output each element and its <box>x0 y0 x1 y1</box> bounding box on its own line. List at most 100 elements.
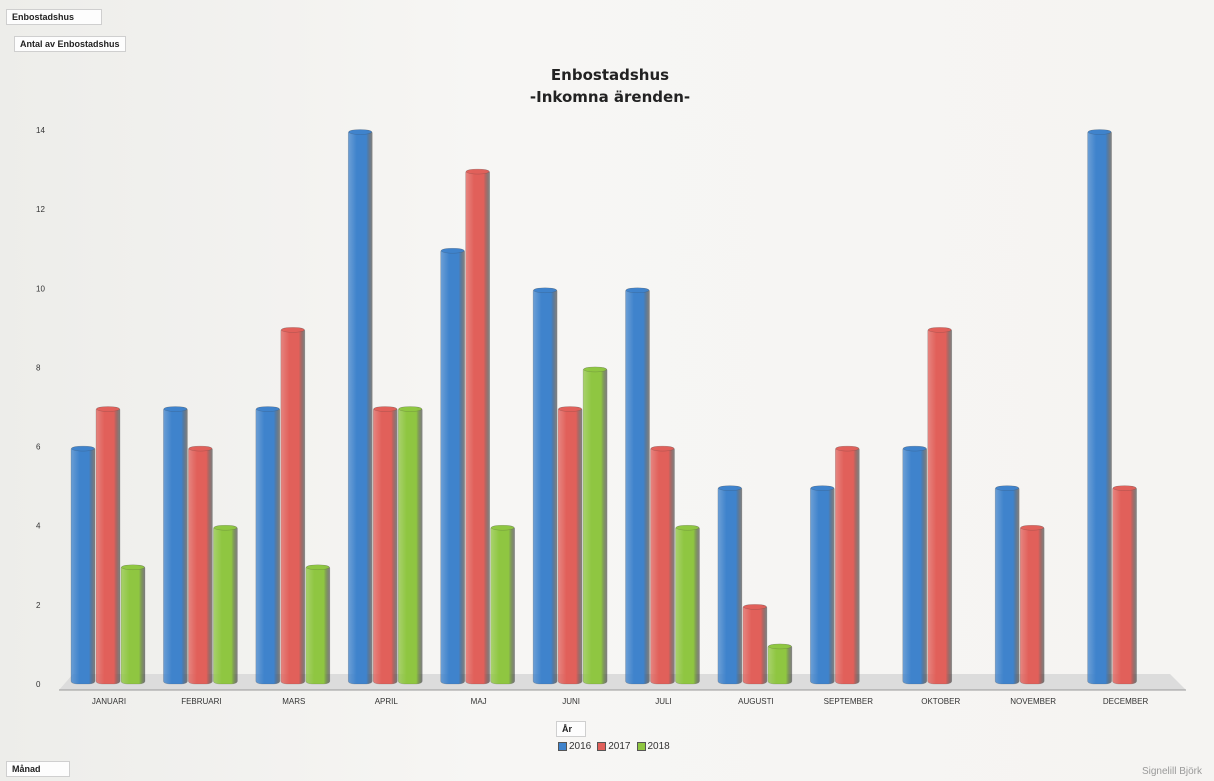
bar-cap-2016-juli <box>625 287 650 294</box>
bar-cap-2016-april <box>348 129 372 135</box>
bar-cap-2016-augusti <box>718 485 742 491</box>
bar-2016-mars[interactable] <box>255 406 281 685</box>
bar-cap-2016-mars <box>256 406 280 412</box>
bar-2017-juni[interactable] <box>557 406 583 685</box>
bar-2017-maj[interactable] <box>465 169 490 685</box>
bar-2018-juni[interactable] <box>582 367 608 685</box>
y-tick-label: 0 <box>36 680 41 689</box>
bar-2016-juli[interactable] <box>625 287 650 685</box>
axis-field-button[interactable]: Månad <box>6 761 70 777</box>
bar-2018-maj[interactable] <box>490 525 515 685</box>
category-label-juni: JUNI <box>562 697 580 706</box>
bar-cap-2016-januari <box>71 445 95 452</box>
bar-2017-januari[interactable] <box>95 406 121 685</box>
bar-2017-mars[interactable] <box>280 327 306 685</box>
bar-cap-2017-december <box>1112 485 1137 491</box>
bar-2016-januari[interactable] <box>70 446 96 685</box>
legend-item-2017[interactable]: 2017 <box>597 741 631 752</box>
category-label-september: SEPTEMBER <box>824 697 874 706</box>
bar-2017-april[interactable] <box>372 406 398 685</box>
bar-2018-februari[interactable] <box>213 525 238 685</box>
author-signature: Signelill Björk <box>1141 766 1202 777</box>
bar-2017-december[interactable] <box>1112 485 1137 685</box>
legend-swatch-2017 <box>597 742 607 751</box>
bar-2016-oktober[interactable] <box>902 446 928 685</box>
legend-label-2018: 2018 <box>647 741 670 752</box>
bar-2016-maj[interactable] <box>440 248 465 685</box>
category-label-augusti: AUGUSTI <box>738 697 774 706</box>
bar-cap-2017-mars <box>281 327 305 333</box>
bar-cap-2018-juni <box>583 366 607 373</box>
category-label-december: DECEMBER <box>1103 697 1149 706</box>
bar-2017-augusti[interactable] <box>742 604 768 685</box>
bar-cap-2017-maj <box>465 168 490 175</box>
bar-2018-augusti[interactable] <box>767 644 793 685</box>
bar-cap-2016-september <box>810 485 835 491</box>
y-tick-label: 8 <box>36 363 41 372</box>
bar-2018-juli[interactable] <box>675 525 700 685</box>
chart-subtitle: -Inkomna ärenden- <box>529 88 691 106</box>
category-label-juli: JULI <box>655 697 671 706</box>
y-tick-label: 2 <box>36 601 41 610</box>
category-label-november: NOVEMBER <box>1010 697 1056 706</box>
bar-2017-november[interactable] <box>1019 525 1045 685</box>
bar-2017-oktober[interactable] <box>927 327 953 685</box>
chart-title: Enbostadshus <box>550 66 670 84</box>
legend-label-2016: 2016 <box>569 741 592 752</box>
bar-2016-april[interactable] <box>347 129 373 685</box>
category-label-april: APRIL <box>375 697 399 706</box>
y-tick-label: 14 <box>36 126 45 135</box>
bar-cap-2018-januari <box>121 564 145 571</box>
bar-cap-2017-november <box>1020 524 1044 531</box>
bar-2016-februari[interactable] <box>163 406 188 685</box>
bar-cap-2018-mars <box>306 564 330 571</box>
y-tick-label: 10 <box>36 284 45 293</box>
bar-2018-mars[interactable] <box>305 564 331 685</box>
bar-2016-augusti[interactable] <box>717 485 743 685</box>
bar-cap-2017-februari <box>188 445 213 452</box>
bar-2018-januari[interactable] <box>120 564 146 685</box>
category-label-oktober: OKTOBER <box>921 697 960 706</box>
bar-cap-2017-oktober <box>928 327 952 333</box>
bar-2018-april[interactable] <box>397 406 423 685</box>
bar-cap-2016-oktober <box>903 445 927 452</box>
bar-2017-juli[interactable] <box>650 446 675 685</box>
bar-2016-juni[interactable] <box>532 287 558 685</box>
bar-cap-2016-juni <box>533 287 557 294</box>
values-field-button[interactable]: Antal av Enbostadshus <box>14 36 126 52</box>
bar-cap-2017-september <box>835 445 860 452</box>
legend: 2016 2017 2018 <box>558 741 670 752</box>
bar-cap-2017-januari <box>96 406 120 412</box>
bar-cap-2017-juni <box>558 406 582 412</box>
category-label-mars: MARS <box>282 697 305 706</box>
category-label-maj: MAJ <box>471 697 487 706</box>
legend-item-2018[interactable]: 2018 <box>636 741 670 752</box>
legend-item-2016[interactable]: 2016 <box>558 741 591 752</box>
bar-cap-2017-juli <box>650 445 675 452</box>
category-label-februari: FEBRUARI <box>181 697 221 706</box>
bar-cap-2016-december <box>1087 129 1112 135</box>
legend-swatch-2016 <box>558 742 567 751</box>
bar-cap-2018-februari <box>213 524 238 531</box>
bar-cap-2017-augusti <box>743 604 767 610</box>
bar-2016-september[interactable] <box>810 485 835 685</box>
bar-cap-2018-augusti <box>768 643 792 650</box>
bar-2017-september[interactable] <box>835 446 860 685</box>
bar-cap-2016-november <box>995 485 1019 491</box>
bar-cap-2016-februari <box>163 406 188 412</box>
y-tick-label: 12 <box>36 205 45 214</box>
y-tick-label: 4 <box>36 522 41 531</box>
bar-2017-februari[interactable] <box>188 446 213 685</box>
filter-field-button[interactable]: Enbostadshus <box>6 9 102 25</box>
bar-2016-december[interactable] <box>1087 129 1112 685</box>
bar-cap-2018-april <box>398 406 422 412</box>
bar-2016-november[interactable] <box>994 485 1020 685</box>
bar-cap-2016-maj <box>440 247 465 254</box>
bar-cap-2018-juli <box>675 524 700 531</box>
legend-field-button[interactable]: År <box>556 721 586 737</box>
bar-cap-2017-april <box>373 406 397 412</box>
legend-label-2017: 2017 <box>608 741 631 752</box>
category-label-januari: JANUARI <box>92 697 126 706</box>
bar-cap-2018-maj <box>490 524 515 531</box>
